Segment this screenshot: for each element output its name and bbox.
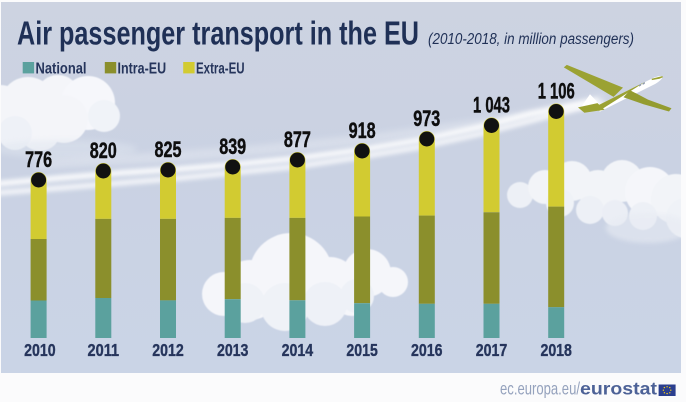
svg-text:2014: 2014 [282,340,314,360]
svg-text:2018: 2018 [540,340,572,360]
svg-text:1 043: 1 043 [473,93,510,118]
svg-text:2017: 2017 [476,340,508,360]
svg-text:2012: 2012 [152,340,184,360]
svg-text:2010: 2010 [24,340,56,360]
svg-text:2016: 2016 [411,340,443,360]
svg-text:ec.europa.eu/: ec.europa.eu/ [500,379,580,399]
svg-text:National: National [36,61,87,78]
svg-text:Extra-EU: Extra-EU [196,61,245,78]
svg-text:(2010-2018, in million passeng: (2010-2018, in million passengers) [428,31,634,48]
svg-text:eurostat: eurostat [580,379,657,399]
svg-text:918: 918 [349,118,376,143]
svg-text:973: 973 [413,106,440,131]
svg-text:877: 877 [284,127,311,152]
svg-text:Intra-EU: Intra-EU [118,61,167,78]
svg-text:839: 839 [219,134,246,159]
svg-text:Air passenger transport in the: Air passenger transport in the EU [17,15,419,52]
svg-text:776: 776 [25,147,52,172]
svg-text:820: 820 [90,138,117,163]
svg-text:1 106: 1 106 [538,79,575,104]
svg-text:2013: 2013 [217,340,249,360]
svg-text:2015: 2015 [346,340,378,360]
svg-text:825: 825 [155,137,182,162]
svg-text:2011: 2011 [88,340,120,360]
